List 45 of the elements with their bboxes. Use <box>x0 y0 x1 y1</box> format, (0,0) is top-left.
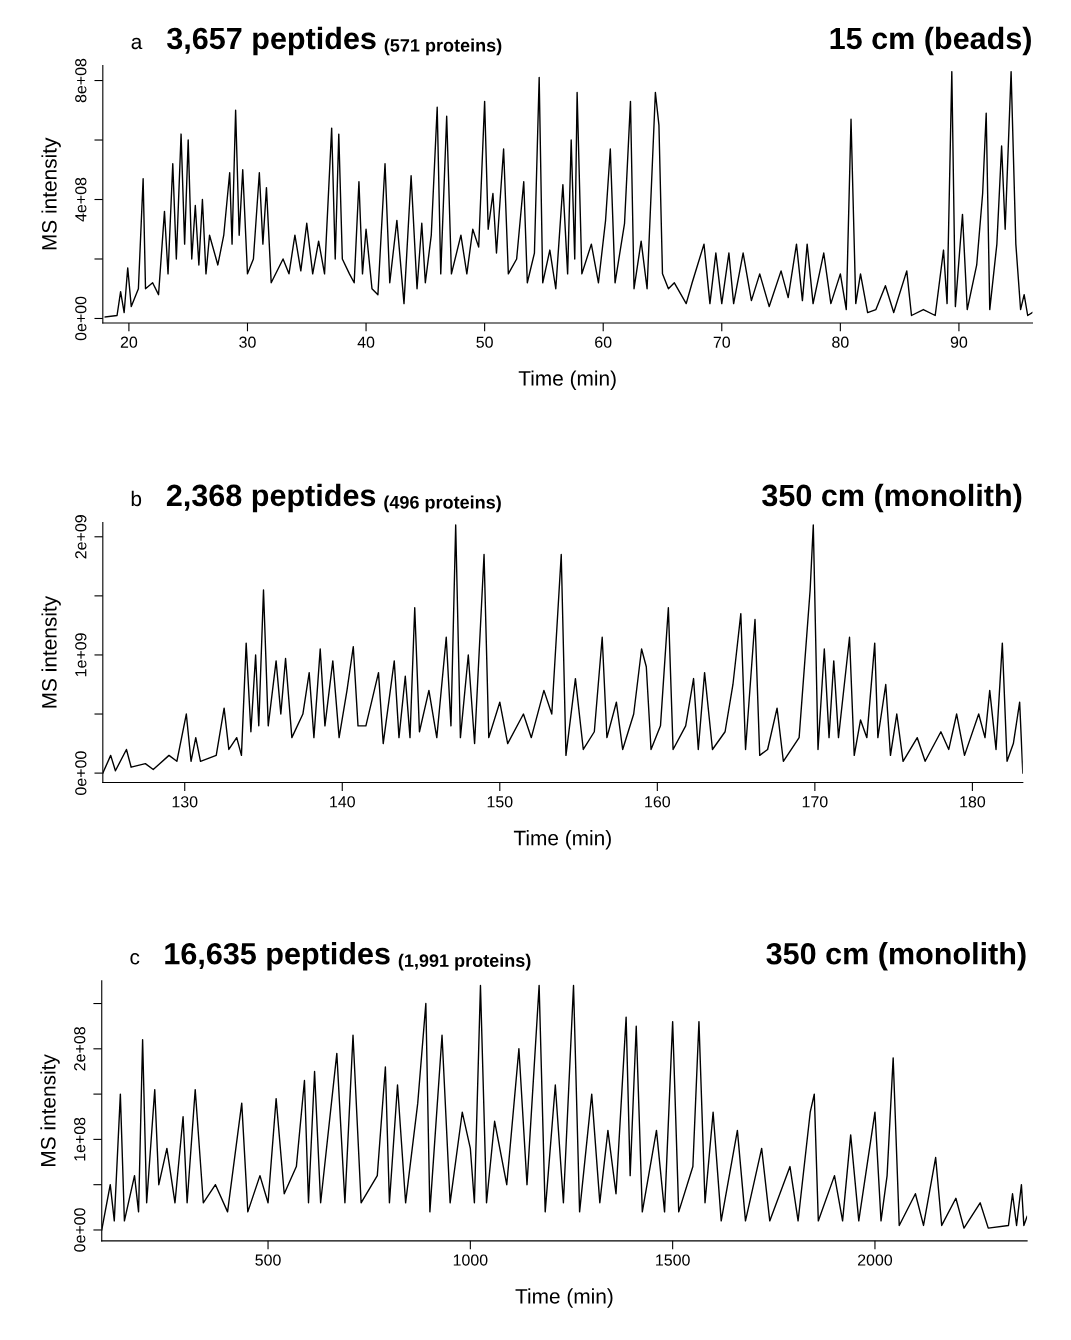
x-tick-label: 160 <box>645 796 671 808</box>
chart-subtitle: (496 proteins) <box>384 495 501 513</box>
text: c <box>130 953 140 965</box>
y-tick-label: 0e+00 <box>74 1208 86 1252</box>
x-tick-label: 70 <box>713 336 731 348</box>
chart-subtitle: (1,991 proteins) <box>398 953 531 971</box>
x-tick-label: 2000 <box>857 1254 893 1266</box>
y-tick-label: 1e+08 <box>74 1117 86 1161</box>
text: b <box>131 490 142 507</box>
x-axis-title: Time (min) <box>513 830 611 850</box>
x-tick-label: 60 <box>595 336 612 348</box>
text: a <box>131 37 143 50</box>
x-tick-label: 80 <box>832 336 849 348</box>
x-tick-label: 170 <box>802 796 828 808</box>
y-axis-title: MS intensity <box>41 137 61 250</box>
x-axis-title: Time (min) <box>515 1288 613 1308</box>
y-axis-title: MS intensity <box>41 595 61 708</box>
y-tick-label: 0e+00 <box>75 751 87 795</box>
chart-title: 3,657 peptides <box>167 26 376 56</box>
x-tick-label: 1500 <box>656 1254 690 1266</box>
x-tick-label: 180 <box>960 796 986 808</box>
x-tick-label: 130 <box>172 796 198 808</box>
x-tick-label: 500 <box>255 1254 281 1266</box>
x-tick-label: 90 <box>950 336 968 348</box>
y-tick-label: 8e+08 <box>75 58 87 103</box>
x-tick-label: 150 <box>487 796 513 808</box>
x-tick-label: 30 <box>239 336 256 348</box>
y-tick-label: 0e+00 <box>75 296 87 341</box>
x-tick-label: 20 <box>120 336 138 348</box>
x-tick-label: 40 <box>357 336 375 348</box>
text: 350 cm (monolith) <box>762 483 1022 513</box>
chart-subtitle: (571 proteins) <box>384 38 502 56</box>
x-tick-label: 50 <box>476 336 493 348</box>
text: 15 cm (beads) <box>830 26 1031 56</box>
y-tick-label: 4e+08 <box>75 177 87 222</box>
text: 350 cm (monolith) <box>766 942 1026 971</box>
y-tick-label: 2e+08 <box>74 1027 86 1071</box>
x-axis-title: Time (min) <box>518 370 616 390</box>
y-tick-label: 1e+09 <box>75 633 87 677</box>
x-tick-label: 140 <box>330 796 355 808</box>
y-axis-title: MS intensity <box>40 1054 60 1166</box>
chart-title: 16,635 peptides <box>165 942 390 971</box>
x-tick-label: 1000 <box>453 1254 488 1266</box>
y-tick-label: 2e+09 <box>75 515 87 559</box>
chart-title: 2,368 peptides <box>166 483 376 513</box>
